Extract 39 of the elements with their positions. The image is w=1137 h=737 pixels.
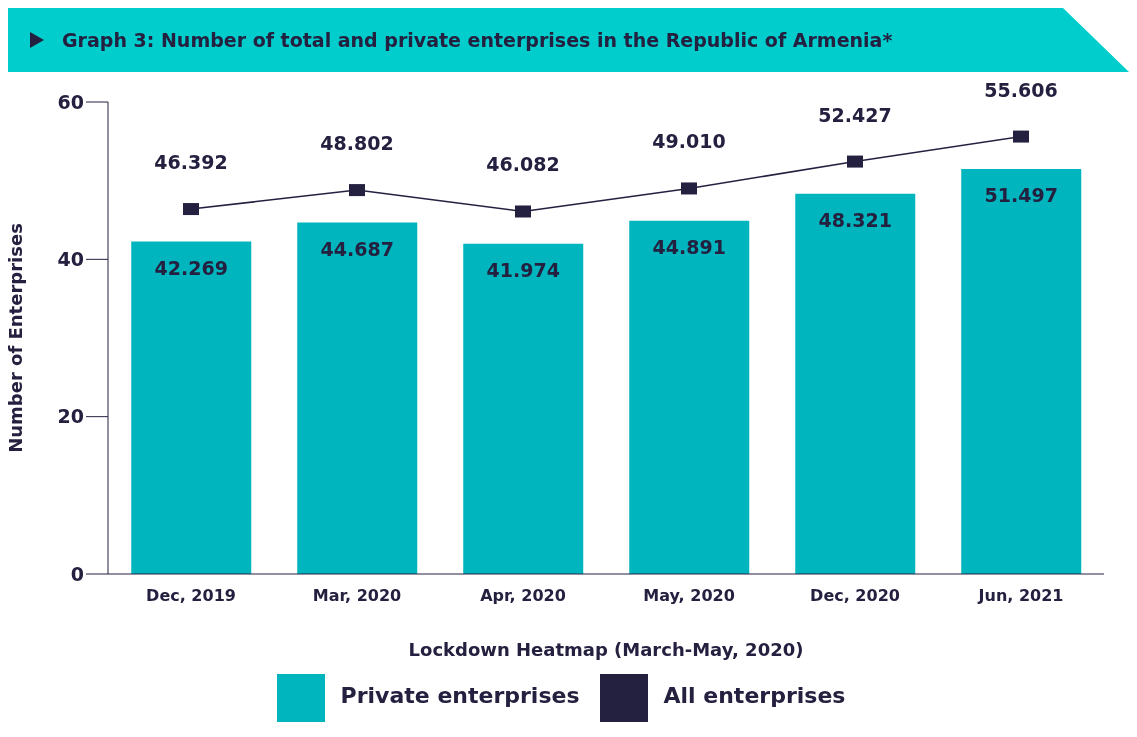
data-label: 44.687	[320, 237, 394, 260]
x-tick-label: Apr, 2020	[480, 586, 566, 606]
x-tick-label: May, 2020	[643, 586, 735, 606]
legend-label: Private enterprises	[340, 682, 580, 708]
x-axis-title: Lockdown Heatmap (March-May, 2020)	[408, 639, 804, 660]
point	[1013, 130, 1029, 143]
chart-title: Graph 3: Number of total and private enterprises in the Republic of Armenia*	[62, 29, 893, 51]
point	[847, 155, 863, 168]
y-tick-label: 0	[70, 562, 84, 585]
bar	[795, 193, 916, 574]
bar	[961, 168, 1082, 574]
data-label: 42.269	[154, 256, 228, 279]
x-tick-label: Dec, 2020	[810, 586, 900, 606]
y-tick-label: 20	[57, 405, 84, 428]
point	[183, 203, 199, 216]
data-label: 46.392	[154, 151, 228, 174]
y-tick-label: 40	[57, 248, 84, 271]
legend-label: All enterprises	[663, 682, 846, 708]
y-tick-label: 60	[57, 90, 84, 113]
data-label: 52.427	[818, 103, 892, 126]
x-tick-label: Dec, 2019	[146, 586, 236, 606]
data-label: 44.891	[652, 236, 726, 259]
data-label: 51.497	[984, 184, 1058, 207]
data-label: 41.974	[486, 259, 560, 282]
bar	[131, 241, 252, 574]
data-label: 49.010	[652, 130, 726, 153]
bar	[297, 222, 418, 574]
data-label: 46.082	[486, 153, 560, 176]
point	[681, 182, 697, 195]
point	[349, 184, 365, 197]
y-axis-title: Number of Enterprises	[5, 223, 27, 453]
data-label: 48.802	[320, 132, 394, 155]
data-label: 55.606	[984, 78, 1058, 101]
bar	[463, 243, 584, 574]
point	[515, 205, 531, 218]
data-label: 48.321	[818, 209, 892, 232]
x-tick-label: Jun, 2021	[977, 586, 1064, 606]
x-tick-label: Mar, 2020	[312, 586, 402, 606]
bar	[629, 220, 750, 574]
